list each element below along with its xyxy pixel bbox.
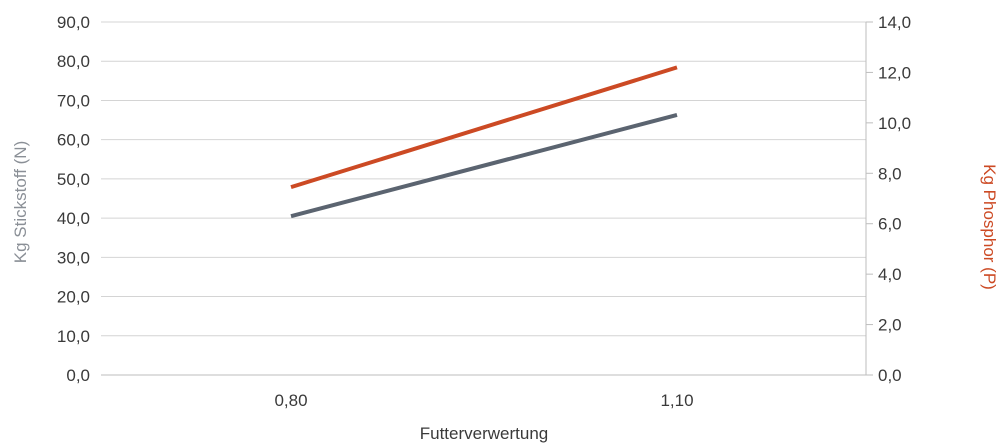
right-axis-title: Kg Phosphor (P) [980,164,999,290]
left-axis-tick-label: 0,0 [66,366,90,385]
left-axis-tick-label: 20,0 [57,288,90,307]
left-axis-tick-label: 50,0 [57,170,90,189]
right-axis-tick-label: 12,0 [878,63,911,82]
left-axis-tick-label: 60,0 [57,131,90,150]
x-axis-tick-label: 1,10 [660,391,693,410]
left-axis-tick-label: 90,0 [57,13,90,32]
left-axis-tick-label: 10,0 [57,327,90,346]
right-axis-tick-label: 6,0 [878,215,902,234]
left-axis-tick-label: 40,0 [57,209,90,228]
left-axis-title: Kg Stickstoff (N) [11,141,30,264]
gridlines [101,21,866,337]
x-axis-title: Futterverwertung [420,424,549,443]
x-axis-tick-label: 0,80 [274,391,307,410]
left-axis-tick-label: 80,0 [57,52,90,71]
left-axis-tick-label: 30,0 [57,248,90,267]
axes [101,21,873,376]
right-axis-tick-label: 2,0 [878,316,902,335]
right-axis-tick-label: 14,0 [878,13,911,32]
series-line-phosphor [290,65,678,190]
right-axis-tick-label: 0,0 [878,366,902,385]
series-line-stickstoff [290,113,678,219]
right-axis-tick-label: 8,0 [878,164,902,183]
right-axis-tick-label: 4,0 [878,265,902,284]
series-lines [290,65,678,219]
right-axis-tick-label: 10,0 [878,114,911,133]
left-axis-tick-label: 70,0 [57,91,90,110]
tick-labels: 0,0 10,0 20,0 30,0 40,0 50,0 60,0 70,0 80,0 90,0 0… [57,13,911,410]
